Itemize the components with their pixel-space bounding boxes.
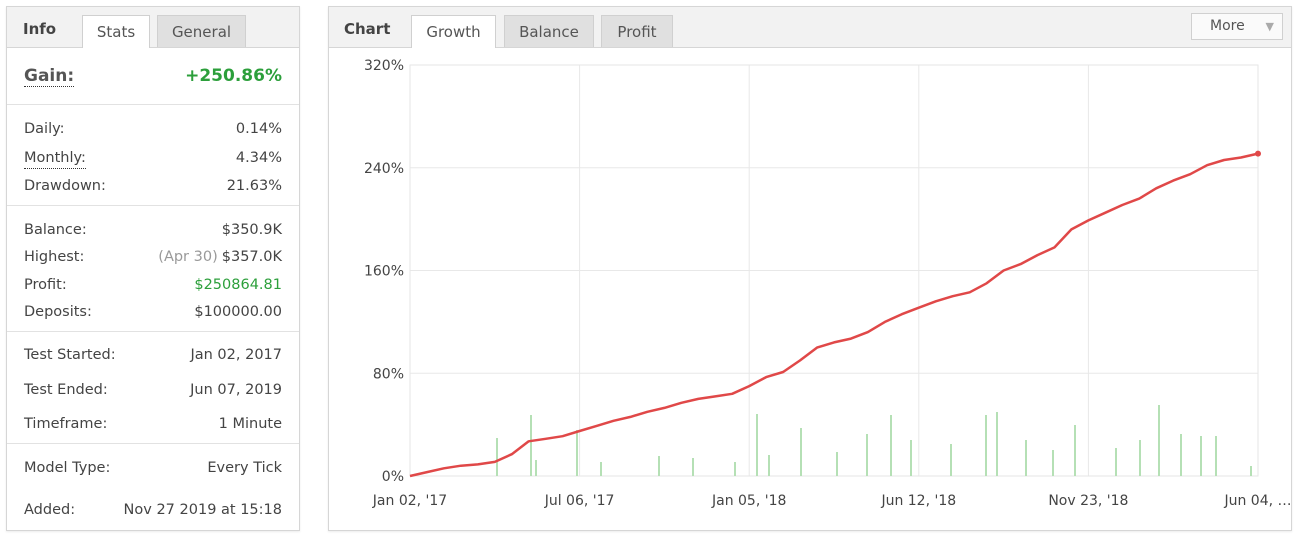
stat-value-text: Every Tick [207,460,282,476]
stat-value: Every Tick [207,458,282,478]
separator [7,443,299,444]
stat-label: Highest: [24,249,85,265]
dropdown-arrow: ▼ [1265,20,1274,33]
stat-label: Timeframe: [24,416,108,432]
stat-row: Drawdown: 21.63% [24,176,282,196]
more-label: More [1210,18,1245,34]
separator [7,104,299,105]
stat-row: Monthly: 4.34% [24,148,282,169]
stat-value: $350.9K [222,220,282,240]
stat-value-text: 1 Minute [218,416,282,432]
stat-label: Profit: [24,277,67,293]
separator [7,331,299,332]
stat-value: 21.63% [227,176,282,196]
stat-value-text: 0.14% [235,121,282,137]
stat-value-text: $357.0K [221,249,282,265]
chart-header: Chart Growth Balance Profit More ▼ [329,7,1291,48]
info-header: Info Stats General [7,7,299,48]
stat-row: Highest: (Apr 30) $357.0K [24,247,282,267]
stat-value: 0.14% [236,119,282,139]
tab[interactable]: Growth [411,15,496,48]
stat-value-text: 21.63% [226,178,282,194]
stat-label: Test Ended: [24,382,108,398]
stat-value-text: Jan 02, 2017 [190,347,282,363]
stat-row: Daily: 0.14% [24,119,282,139]
stat-value: $250864.81 [194,275,282,295]
chart-panel: Chart Growth Balance Profit More ▼ [328,6,1292,531]
stat-row: Added: Nov 27 2019 at 15:18 [24,500,282,520]
gain-label: Gain: [24,66,75,87]
stat-value-text: $100000.00 [194,304,282,320]
stat-value: Nov 27 2019 at 15:18 [124,500,282,520]
stat-label: Test Started: [24,347,116,363]
stat-note: (Apr 30) [158,249,218,265]
stat-value-text: $250864.81 [194,277,282,293]
tab[interactable]: Balance [504,15,594,47]
stat-value: 1 Minute [219,414,282,434]
stat-row: Balance: $350.9K [24,220,282,240]
stat-value-text: $350.9K [221,222,282,238]
tab[interactable]: Stats [82,15,150,48]
stat-row: Profit: $250864.81 [24,275,282,295]
stat-value: Jan 02, 2017 [190,345,282,365]
stat-value: 4.34% [236,148,282,168]
more-button[interactable]: More ▼ [1191,13,1283,40]
stat-row: Model Type: Every Tick [24,458,282,478]
panel-title: Chart [344,20,391,38]
stat-label: Balance: [24,222,87,238]
stat-value: (Apr 30) $357.0K [158,247,282,267]
stat-row: Test Ended: Jun 07, 2019 [24,380,282,400]
stat-label: Added: [24,502,76,518]
stat-label: Deposits: [24,304,92,320]
stat-value-text: Nov 27 2019 at 15:18 [123,502,282,518]
stat-row: Deposits: $100000.00 [24,302,282,322]
info-panel: Info Stats General Gain: +250.86% Daily:… [6,6,300,531]
stat-value: $100000.00 [194,302,282,322]
tab[interactable]: Profit [601,15,673,47]
stat-label: Monthly: [24,148,86,169]
stat-value: Jun 07, 2019 [190,380,282,400]
tab[interactable]: General [157,15,246,47]
stat-value-text: Jun 07, 2019 [190,382,282,398]
stat-value-text: 4.34% [235,150,282,166]
stat-row: Timeframe: 1 Minute [24,414,282,434]
stat-label: Daily: [24,121,65,137]
stat-label: Drawdown: [24,178,106,194]
gain-value: +250.86% [185,66,282,86]
gain-row: Gain: +250.86% [24,66,282,90]
stat-label: Model Type: [24,460,111,476]
separator [7,205,299,206]
panel-title: Info [23,20,57,38]
stat-row: Test Started: Jan 02, 2017 [24,345,282,365]
